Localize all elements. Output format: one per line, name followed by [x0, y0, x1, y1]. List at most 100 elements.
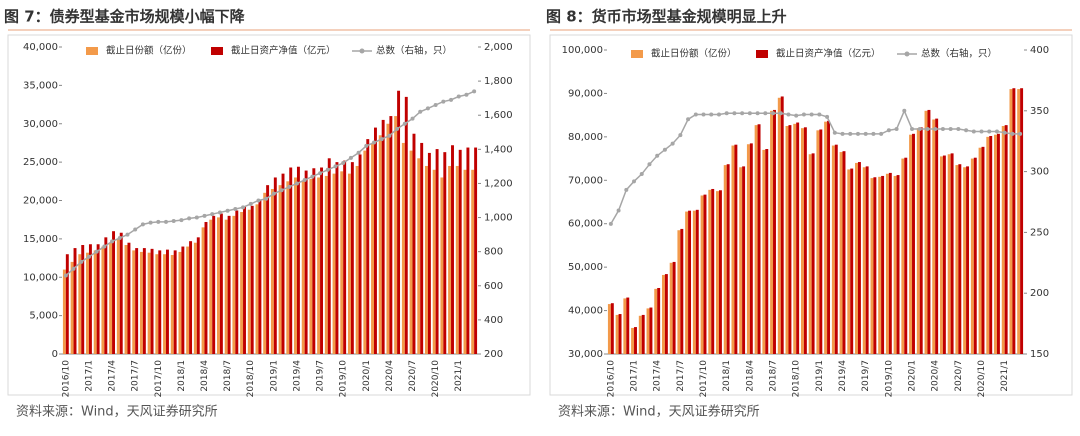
bar [927, 109, 931, 354]
bar [749, 143, 753, 354]
bar [158, 250, 162, 354]
x-tick-label: 2020/1 [362, 360, 372, 392]
y-tick-label: 30,000 [23, 119, 58, 130]
y2-tick-label: 800 [484, 247, 503, 258]
bar [765, 149, 769, 354]
bar [870, 178, 874, 354]
bar [986, 136, 990, 354]
bar [455, 165, 459, 354]
bar [332, 173, 336, 354]
line-marker [910, 127, 915, 132]
line-marker [716, 112, 721, 117]
line-marker [217, 210, 222, 215]
line-marker [956, 127, 961, 132]
line-marker [271, 191, 276, 196]
bar [885, 173, 889, 354]
bar [672, 261, 676, 354]
x-tick-label: 2019/1 [815, 360, 825, 392]
bar [947, 154, 951, 354]
bar [657, 287, 661, 354]
bar [139, 251, 143, 354]
bar [270, 188, 274, 354]
x-tick-label: 2020/4 [931, 360, 941, 392]
bar [839, 152, 843, 354]
y2-tick-label: 200 [1030, 288, 1049, 299]
x-tick-label: 2020/7 [408, 360, 418, 392]
line-marker [210, 212, 215, 217]
line-marker [778, 111, 783, 116]
line-marker [693, 112, 698, 117]
bar [378, 135, 382, 354]
line-marker [871, 131, 876, 136]
bar [688, 210, 692, 354]
bar [78, 254, 82, 354]
line-marker [86, 254, 91, 259]
bar [247, 209, 251, 354]
bar [355, 165, 359, 354]
line-marker [948, 127, 953, 132]
legend-swatch [359, 48, 365, 54]
bar [212, 215, 216, 354]
x-tick-label: 2018/7 [223, 360, 233, 392]
x-tick-label: 2018/1 [177, 360, 187, 392]
x-tick-label: 2016/10 [606, 360, 616, 398]
bar [132, 250, 136, 354]
bar [742, 166, 746, 354]
x-tick-label: 2019/7 [316, 360, 326, 392]
line-marker [248, 201, 253, 206]
line-marker [279, 188, 284, 193]
line-marker [979, 129, 984, 134]
line-marker [840, 131, 845, 136]
line-marker [771, 111, 776, 116]
bar [746, 144, 750, 354]
bar [304, 170, 308, 354]
y2-tick-label: 400 [1030, 45, 1049, 56]
bar [86, 252, 89, 354]
bar [101, 246, 105, 354]
bar [700, 195, 704, 354]
bar [324, 175, 328, 354]
bar [196, 237, 200, 354]
bar [317, 177, 321, 354]
line-marker [395, 126, 400, 131]
bar [881, 175, 885, 354]
bar [273, 177, 277, 354]
y2-tick-label: 200 [484, 349, 503, 360]
bar [955, 165, 959, 354]
y2-tick-label: 350 [1030, 106, 1049, 117]
chart-title: 图 7：债券型基金市场规模小幅下降 [4, 8, 246, 26]
line-marker [994, 129, 999, 134]
line-marker [678, 133, 683, 138]
line-marker [1018, 131, 1023, 136]
bar [335, 162, 339, 354]
bar [258, 200, 262, 354]
line-marker [925, 127, 930, 132]
y2-tick-label: 300 [1030, 167, 1049, 178]
bar [235, 210, 239, 354]
bar [762, 149, 766, 354]
bar [607, 304, 611, 354]
bar [888, 172, 892, 354]
line-marker [418, 109, 423, 114]
y-tick-label: 90,000 [568, 88, 603, 99]
line-marker [156, 219, 161, 224]
line-marker [133, 227, 138, 232]
bar [819, 129, 823, 354]
bar [381, 119, 385, 354]
x-tick-label: 2017/1 [84, 360, 94, 392]
line-marker [655, 153, 660, 158]
bar [312, 168, 316, 354]
bar [209, 219, 213, 354]
bar [448, 165, 452, 354]
line-marker [670, 141, 675, 146]
bar [855, 162, 858, 354]
bar [623, 298, 627, 354]
line-marker [732, 111, 737, 116]
x-tick-label: 2020/10 [977, 360, 987, 398]
y2-tick-label: 1,800 [484, 76, 513, 87]
line-marker [179, 218, 184, 223]
bar [193, 242, 197, 354]
bar [301, 181, 305, 354]
bar [734, 144, 738, 354]
bar [827, 120, 831, 354]
